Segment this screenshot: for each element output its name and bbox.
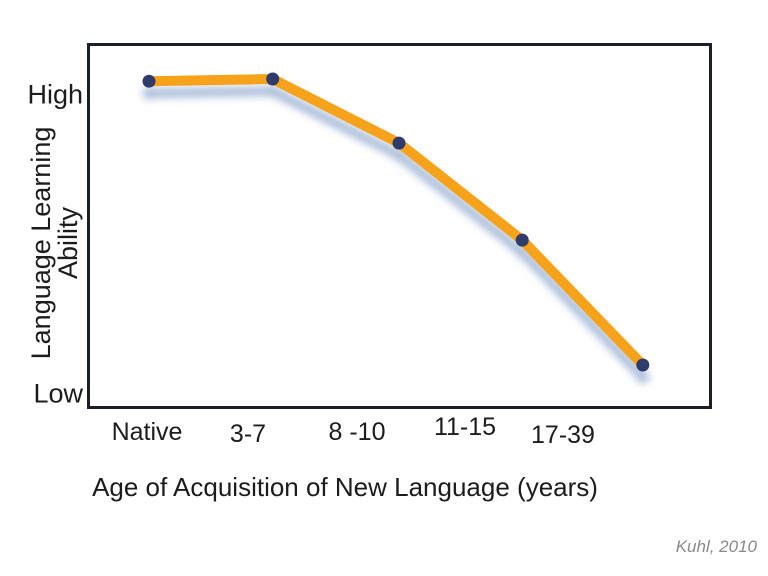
y-axis-title: Language Learning Ability (26, 126, 83, 360)
y-tick-low: Low (33, 378, 83, 409)
y-axis-title-line2: Ability (53, 206, 83, 280)
plot-area (87, 43, 712, 409)
y-axis-title-line1: Language Learning (26, 126, 56, 360)
attribution-text: Kuhl, 2010 (675, 537, 757, 556)
x-tick-17-39: 17-39 (531, 421, 595, 449)
x-tick-native: Native (111, 418, 183, 446)
x-tick-8-10: 8 -10 (328, 418, 386, 446)
y-tick-high: High (27, 79, 83, 110)
x-tick-3-7: 3-7 (229, 420, 267, 448)
x-axis-title: Age of Acquisition of New Language (year… (92, 472, 598, 502)
x-tick-11-15: 11-15 (433, 413, 497, 441)
